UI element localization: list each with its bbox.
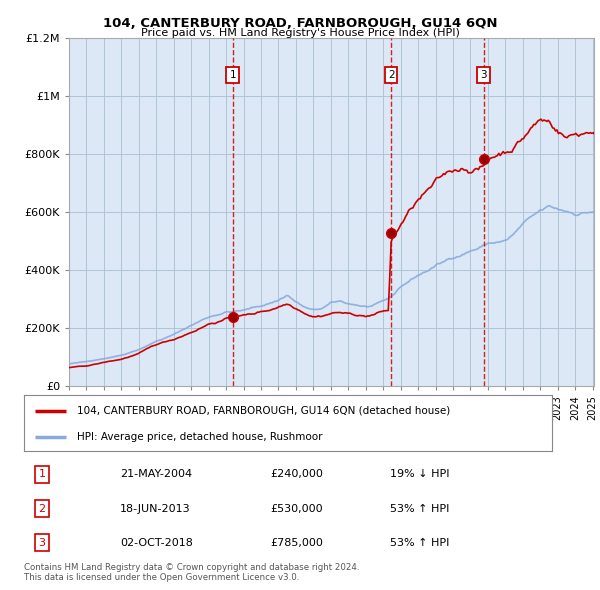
Text: 18-JUN-2013: 18-JUN-2013	[120, 504, 191, 513]
Text: 21-MAY-2004: 21-MAY-2004	[120, 470, 192, 479]
Text: HPI: Average price, detached house, Rushmoor: HPI: Average price, detached house, Rush…	[77, 432, 322, 442]
Text: Contains HM Land Registry data © Crown copyright and database right 2024.
This d: Contains HM Land Registry data © Crown c…	[24, 563, 359, 582]
Text: £240,000: £240,000	[270, 470, 323, 479]
Text: 3: 3	[480, 70, 487, 80]
Text: 53% ↑ HPI: 53% ↑ HPI	[390, 538, 449, 548]
Text: 3: 3	[38, 538, 46, 548]
Text: Price paid vs. HM Land Registry's House Price Index (HPI): Price paid vs. HM Land Registry's House …	[140, 28, 460, 38]
Text: 1: 1	[38, 470, 46, 479]
Text: 104, CANTERBURY ROAD, FARNBOROUGH, GU14 6QN: 104, CANTERBURY ROAD, FARNBOROUGH, GU14 …	[103, 17, 497, 30]
Text: £785,000: £785,000	[270, 538, 323, 548]
Text: 104, CANTERBURY ROAD, FARNBOROUGH, GU14 6QN (detached house): 104, CANTERBURY ROAD, FARNBOROUGH, GU14 …	[77, 406, 450, 416]
Text: 02-OCT-2018: 02-OCT-2018	[120, 538, 193, 548]
Text: 1: 1	[229, 70, 236, 80]
Text: 19% ↓ HPI: 19% ↓ HPI	[390, 470, 449, 479]
Text: 2: 2	[38, 504, 46, 513]
Text: 2: 2	[388, 70, 395, 80]
Text: 53% ↑ HPI: 53% ↑ HPI	[390, 504, 449, 513]
Text: £530,000: £530,000	[270, 504, 323, 513]
